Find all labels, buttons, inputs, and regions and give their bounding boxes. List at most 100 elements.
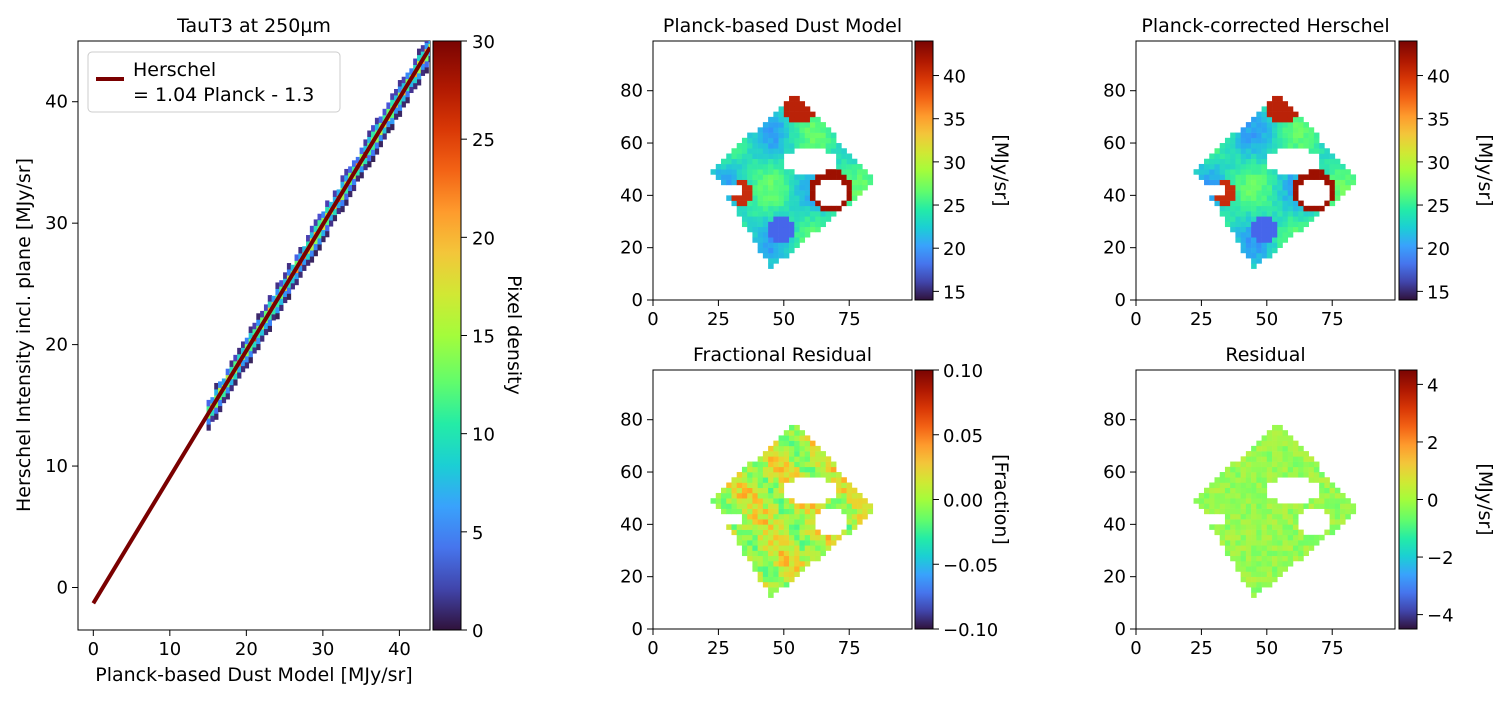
map-cell: [1287, 440, 1294, 447]
map-cell: [1282, 116, 1289, 123]
density-cell: [351, 178, 357, 186]
map-cell: [1266, 534, 1273, 541]
density-cell: [344, 199, 349, 206]
map-cell: [794, 456, 800, 462]
density-cell: [397, 80, 403, 87]
map-cell: [1261, 456, 1268, 462]
map-cell: [799, 231, 806, 238]
map-cell: [1282, 560, 1289, 567]
map-cell: [747, 466, 753, 473]
map-cell: [1266, 127, 1273, 133]
map-cell: [1324, 158, 1330, 165]
map-cell: [773, 258, 779, 264]
map-cell: [809, 127, 816, 133]
map-cell: [747, 555, 753, 562]
density-cell: [244, 361, 250, 369]
density-cell: [309, 225, 315, 233]
map-cell: [1261, 472, 1268, 478]
map-cell: [789, 116, 795, 123]
map-cell: [783, 529, 790, 536]
map-cell: [762, 169, 769, 175]
map-cell: [1224, 158, 1231, 165]
map-cell: [1256, 498, 1262, 504]
map-cell: [715, 163, 722, 170]
map-cell: [804, 231, 811, 238]
map-cell: [1266, 132, 1273, 139]
map-cell: [768, 571, 774, 577]
map-cell: [862, 498, 868, 504]
scatter-xlabel: Planck-based Dust Model [MJy/sr]: [95, 664, 412, 686]
map-cell: [1298, 211, 1304, 217]
map-cell: [1251, 529, 1257, 536]
map-cell: [768, 116, 774, 123]
map-cell: [815, 461, 821, 468]
map-cell: [752, 566, 758, 572]
map-cell: [1261, 529, 1268, 536]
map-cell: [1261, 435, 1268, 441]
map-cell: [778, 216, 785, 222]
map-cell: [715, 169, 722, 175]
y-tick-label: 80: [620, 81, 643, 102]
map-cell: [757, 482, 764, 489]
map-cell: [841, 148, 847, 154]
map-cell: [1214, 508, 1221, 515]
map-cell: [1287, 132, 1294, 139]
map-cell: [1204, 487, 1210, 494]
map-cell: [1277, 106, 1283, 112]
map-cell: [1245, 560, 1252, 567]
map-cell: [726, 508, 732, 515]
map-cell: [799, 445, 806, 452]
map-cell: [1272, 184, 1278, 191]
density-cell: [348, 166, 353, 173]
density-cell: [275, 306, 280, 314]
density-cell: [294, 272, 299, 280]
map-cell: [1235, 158, 1241, 165]
map-cell: [773, 111, 779, 118]
map-cell: [1292, 205, 1299, 212]
map-cell: [836, 143, 842, 149]
map-cell: [1256, 226, 1262, 233]
map-cell: [752, 174, 758, 180]
colorbar-label: [Fraction]: [990, 454, 1012, 545]
map-cell: [1240, 555, 1247, 562]
map-cell: [1277, 242, 1283, 248]
map-cell: [741, 143, 748, 149]
map-cell: [752, 216, 758, 222]
map-cell: [794, 216, 800, 222]
map-cell: [736, 534, 743, 541]
map-cell: [1251, 550, 1257, 557]
map-cell: [1230, 158, 1236, 165]
colorbar-tick-label: 20: [472, 228, 495, 249]
map-cell: [1261, 498, 1268, 504]
map-cell: [794, 540, 800, 546]
map-cell: [841, 169, 847, 175]
map-cell: [783, 498, 790, 504]
map-cell: [1272, 540, 1278, 546]
map-cell: [815, 211, 821, 217]
map-cell: [1240, 226, 1247, 233]
density-cell: [286, 287, 292, 294]
map-cell: [778, 482, 785, 489]
density-cell: [233, 360, 238, 368]
map-cell: [773, 503, 779, 509]
map-cell: [1256, 242, 1262, 248]
map-cell: [1329, 184, 1336, 191]
map-cell: [1324, 482, 1330, 489]
density-cell: [286, 269, 292, 276]
map-cell: [1261, 571, 1268, 577]
map-cell: [1272, 466, 1278, 473]
map-cell: [1340, 190, 1346, 196]
map-cell: [851, 184, 858, 191]
map-cell: [752, 492, 758, 499]
map-cell: [1303, 216, 1309, 222]
map-cell: [1251, 456, 1257, 462]
density-cell: [355, 175, 360, 182]
map-cell: [804, 456, 811, 462]
map-cell: [1251, 477, 1257, 483]
x-tick-label: 25: [707, 309, 730, 330]
density-cell: [218, 381, 223, 388]
map-cell: [1292, 216, 1299, 222]
map-cell: [762, 545, 769, 551]
map-cell: [747, 226, 753, 233]
map-cell: [1287, 524, 1294, 530]
